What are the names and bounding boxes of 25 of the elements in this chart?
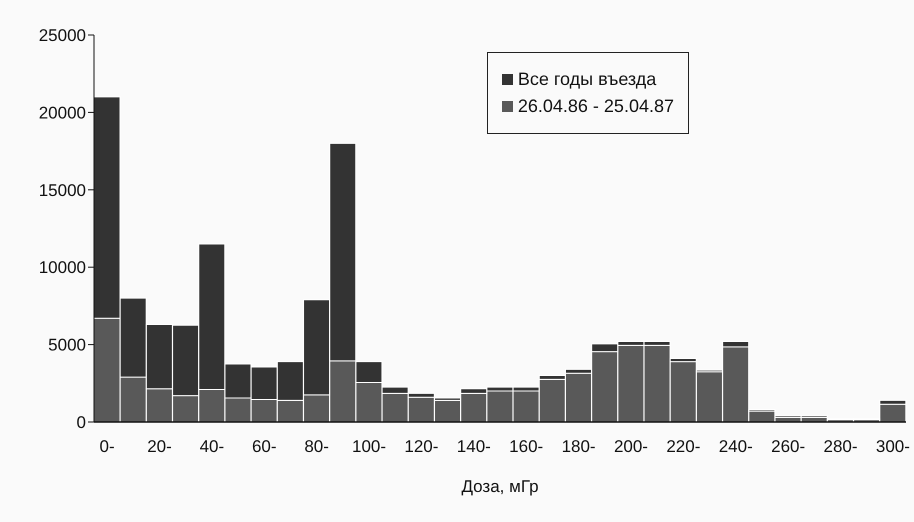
legend-label: Все годы въезда	[518, 69, 656, 90]
y-tick-label: 10000	[38, 258, 86, 278]
x-tick-label: 220-	[666, 437, 700, 456]
x-tick-label: 140-	[456, 437, 491, 456]
x-tick-label: 300-	[876, 437, 910, 456]
x-tick-label: 240-	[718, 437, 753, 456]
x-tick-label: 180-	[562, 437, 596, 456]
x-tick-label: 100-	[352, 437, 386, 456]
x-tick-label: 60-	[252, 437, 277, 456]
x-tick-label: 20-	[147, 437, 172, 456]
y-tick-label: 0	[76, 413, 86, 432]
x-tick-label: 40-	[200, 437, 224, 456]
y-tick-label: 20000	[38, 103, 86, 122]
legend-label: 26.04.86 - 25.04.87	[518, 96, 674, 117]
y-tick-label: 15000	[38, 180, 86, 200]
x-axis-title: Доза, мГр	[461, 477, 539, 496]
y-tick-label: 25000	[38, 26, 86, 46]
x-tick-label: 0-	[100, 437, 115, 456]
x-tick-label: 280-	[824, 437, 858, 456]
x-tick-label: 80-	[304, 437, 329, 456]
x-tick-label: 260-	[771, 437, 806, 456]
y-tick-label: 5000	[48, 336, 86, 355]
x-tick-label: 160-	[509, 437, 544, 456]
x-tick-label: 200-	[614, 437, 648, 456]
x-tick-label: 120-	[404, 437, 438, 456]
